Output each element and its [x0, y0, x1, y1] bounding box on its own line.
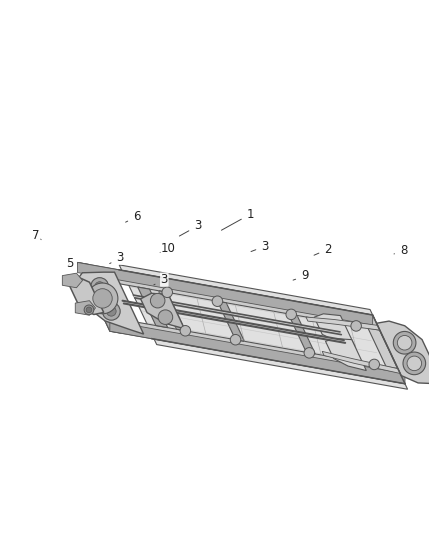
Circle shape	[95, 282, 105, 292]
Polygon shape	[110, 321, 405, 384]
Polygon shape	[119, 265, 408, 389]
Circle shape	[102, 302, 120, 320]
Text: 3: 3	[251, 240, 269, 253]
Circle shape	[180, 326, 191, 336]
Polygon shape	[78, 262, 373, 325]
Text: 5: 5	[66, 257, 74, 270]
Polygon shape	[368, 328, 398, 369]
Text: 2: 2	[314, 243, 332, 255]
Circle shape	[91, 278, 109, 295]
Text: 3: 3	[154, 273, 168, 286]
Polygon shape	[138, 287, 168, 328]
Circle shape	[369, 359, 379, 370]
Text: 10: 10	[160, 242, 176, 255]
Polygon shape	[217, 301, 244, 341]
Polygon shape	[322, 351, 400, 374]
Polygon shape	[306, 317, 380, 330]
Circle shape	[212, 296, 223, 306]
Text: 8: 8	[394, 244, 408, 257]
Circle shape	[304, 348, 314, 358]
Circle shape	[162, 287, 173, 297]
Circle shape	[403, 352, 426, 375]
Text: 3: 3	[180, 219, 201, 236]
Polygon shape	[314, 314, 355, 346]
Polygon shape	[141, 293, 184, 329]
Polygon shape	[66, 276, 104, 314]
Polygon shape	[78, 262, 122, 333]
Polygon shape	[123, 301, 345, 343]
Circle shape	[158, 310, 173, 325]
Circle shape	[286, 309, 297, 320]
Circle shape	[106, 306, 116, 316]
Circle shape	[93, 289, 112, 308]
Text: 6: 6	[126, 210, 141, 223]
Circle shape	[150, 293, 165, 308]
Circle shape	[230, 335, 241, 345]
Circle shape	[84, 305, 94, 314]
Circle shape	[87, 283, 118, 314]
Circle shape	[351, 321, 361, 331]
Text: 1: 1	[222, 207, 254, 230]
Polygon shape	[325, 338, 366, 370]
Polygon shape	[62, 273, 82, 288]
Circle shape	[407, 356, 422, 370]
Polygon shape	[74, 272, 144, 334]
Text: 7: 7	[32, 229, 41, 242]
Text: 9: 9	[293, 269, 309, 282]
Polygon shape	[377, 321, 438, 384]
Circle shape	[393, 332, 416, 354]
Polygon shape	[103, 316, 405, 384]
Text: 3: 3	[110, 251, 124, 264]
Polygon shape	[159, 290, 185, 331]
Polygon shape	[78, 262, 380, 330]
Polygon shape	[288, 314, 315, 354]
Polygon shape	[134, 295, 341, 335]
Polygon shape	[75, 301, 95, 315]
Circle shape	[397, 335, 412, 350]
Circle shape	[86, 307, 92, 313]
